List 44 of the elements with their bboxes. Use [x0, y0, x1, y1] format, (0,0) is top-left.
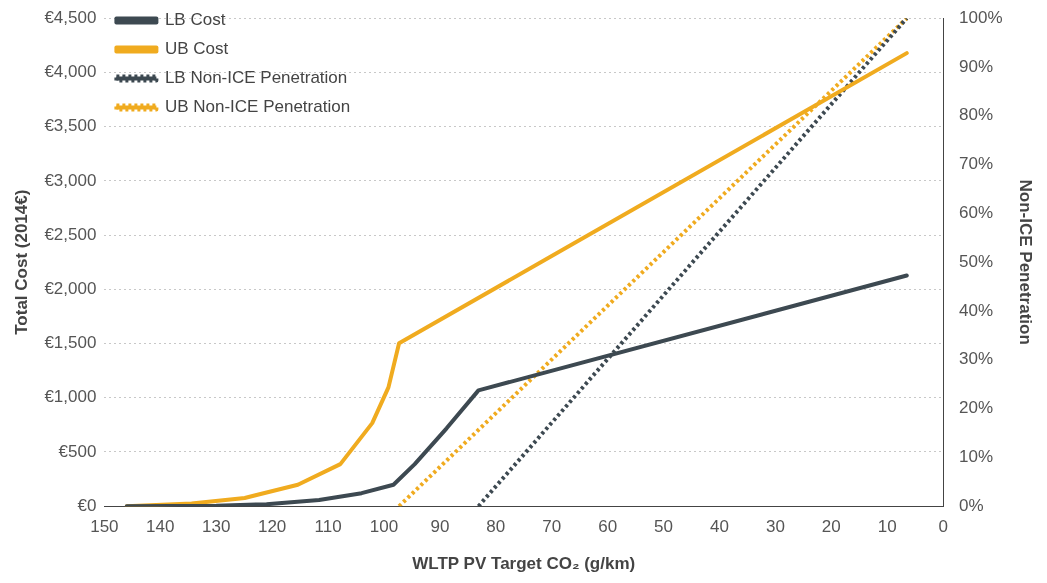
x-tick-label: 80 — [486, 517, 506, 537]
y2-tick-label: 20% — [959, 398, 994, 418]
legend-label: UB Cost — [164, 39, 229, 59]
y2-tick-label: 90% — [959, 56, 994, 76]
y2-tick-label: 60% — [959, 203, 994, 223]
x-tick-label: 70 — [542, 517, 562, 537]
y2-tick-label: 10% — [959, 447, 994, 467]
x-tick-label: 100 — [369, 517, 399, 537]
x-tick-label: 30 — [765, 517, 785, 537]
y-tick-label: €4,000 — [44, 62, 97, 82]
y2-tick-label: 0% — [959, 495, 984, 515]
x-tick-label: 60 — [598, 517, 618, 537]
x-tick-label: 120 — [257, 517, 287, 537]
x-tick-label: 0 — [938, 517, 948, 537]
y2-tick-label: 70% — [959, 154, 994, 174]
legend-label: UB Non-ICE Penetration — [164, 97, 351, 117]
y-tick-label: €3,500 — [44, 116, 97, 136]
y-tick-label: €1,000 — [44, 387, 97, 407]
y-tick-label: €0 — [77, 495, 97, 515]
x-axis-title: WLTP PV Target CO₂ (g/km) — [412, 554, 636, 574]
y-tick-label: €500 — [58, 441, 97, 461]
y2-tick-label: 100% — [959, 7, 1003, 27]
x-tick-label: 50 — [654, 517, 674, 537]
x-tick-label: 110 — [314, 517, 342, 537]
y-tick-label: €1,500 — [44, 333, 97, 353]
y2-tick-label: 30% — [959, 349, 994, 369]
y2-tick-label: 80% — [959, 105, 994, 125]
y2-tick-label: 50% — [959, 251, 994, 271]
x-tick-label: 90 — [430, 517, 450, 537]
y-tick-label: €2,000 — [44, 279, 97, 298]
y2-axis-title: Non-ICE Penetration — [1016, 179, 1036, 345]
y-tick-label: €2,500 — [44, 224, 97, 244]
y2-tick-label: 40% — [959, 300, 994, 320]
y-tick-label: €3,000 — [44, 170, 97, 190]
x-tick-label: 150 — [90, 517, 119, 537]
legend-label: LB Non-ICE Penetration — [164, 68, 348, 88]
x-tick-label: 140 — [146, 517, 175, 537]
x-tick-label: 20 — [821, 517, 841, 537]
x-tick-label: 40 — [710, 517, 729, 537]
x-tick-label: 10 — [877, 517, 897, 537]
x-tick-label: 130 — [202, 517, 231, 537]
legend-label: LB Cost — [164, 10, 226, 30]
y-axis-title: Total Cost (2014€) — [11, 189, 31, 335]
y-tick-label: €4,500 — [44, 7, 97, 27]
